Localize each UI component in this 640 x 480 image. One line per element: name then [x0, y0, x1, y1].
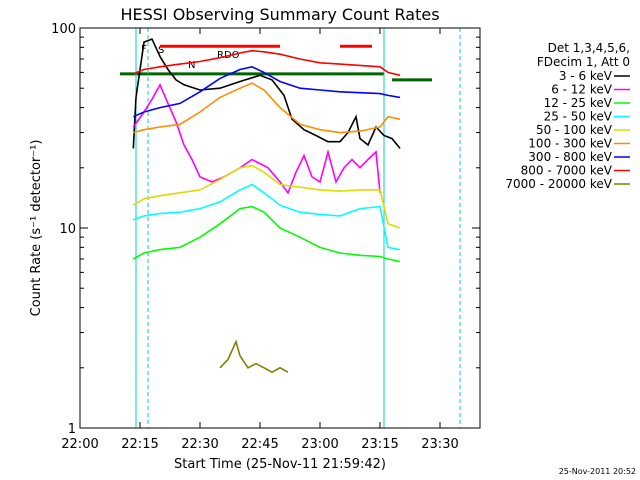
legend-label-1: 6 - 12 keV	[551, 83, 613, 97]
series-line-0	[132, 38, 401, 149]
plot-area: F RDO S N 22:00 22:15 22:30 22:45 23:00 23:15…	[51, 22, 481, 452]
x-axis-label: Start Time (25-Nov-11 21:59:42)	[174, 457, 386, 472]
attenuator-flags: F RDO S N	[120, 28, 461, 428]
legend-label-2: 12 - 25 keV	[544, 96, 613, 110]
legend-header-line-2: FDecim 1, Att 0	[537, 55, 630, 69]
y-tick-label-2: 100	[51, 22, 76, 37]
x-axis-ticks: 22:00 22:15 22:30 22:45 23:00 23:15 23:30	[61, 28, 459, 452]
legend-label-0: 3 - 6 keV	[559, 69, 613, 83]
legend-label-6: 300 - 800 keV	[528, 150, 612, 164]
x-tick-label-1: 22:15	[121, 437, 158, 452]
legend-label-7: 800 - 7000 keV	[521, 164, 613, 178]
legend-label-3: 25 - 50 keV	[544, 110, 613, 124]
x-tick-label-4: 23:00	[301, 437, 338, 452]
chart-title: HESSI Observing Summary Count Rates	[120, 5, 439, 24]
y-axis-ticks: 1 10 100	[51, 22, 480, 437]
legend: Det 1,3,4,5,6, FDecim 1, Att 0 3 - 6 keV…	[505, 41, 630, 191]
y-axis-label: Count Rate (s⁻¹ detector⁻¹)	[29, 140, 44, 317]
series-lines	[132, 38, 401, 374]
series-line-1	[132, 82, 381, 195]
series-line-5	[133, 82, 401, 134]
generation-timestamp: 25-Nov-2011 20:52	[559, 467, 636, 476]
legend-label-4: 50 - 100 keV	[536, 123, 613, 137]
x-tick-label-5: 23:15	[361, 437, 398, 452]
series-line-6	[132, 65, 401, 118]
x-tick-label-3: 22:45	[241, 437, 278, 452]
legend-label-5: 100 - 300 keV	[528, 137, 612, 151]
legend-label-8: 7000 - 20000 keV	[505, 177, 612, 191]
flag-f-label: F	[141, 44, 147, 55]
x-tick-label-6: 23:30	[421, 437, 458, 452]
legend-header-line-1: Det 1,3,4,5,6,	[548, 41, 630, 55]
series-line-8	[219, 339, 289, 374]
series-line-4	[132, 164, 401, 229]
series-line-7	[133, 49, 401, 77]
flag-n-label: N	[188, 60, 195, 71]
x-tick-label-0: 22:00	[61, 437, 98, 452]
y-tick-label-0: 1	[68, 422, 76, 437]
series-line-3	[133, 183, 401, 251]
series-line-2	[132, 205, 401, 263]
x-tick-label-2: 22:30	[181, 437, 218, 452]
flag-s-label: S	[158, 45, 164, 56]
y-tick-label-1: 10	[59, 222, 76, 237]
